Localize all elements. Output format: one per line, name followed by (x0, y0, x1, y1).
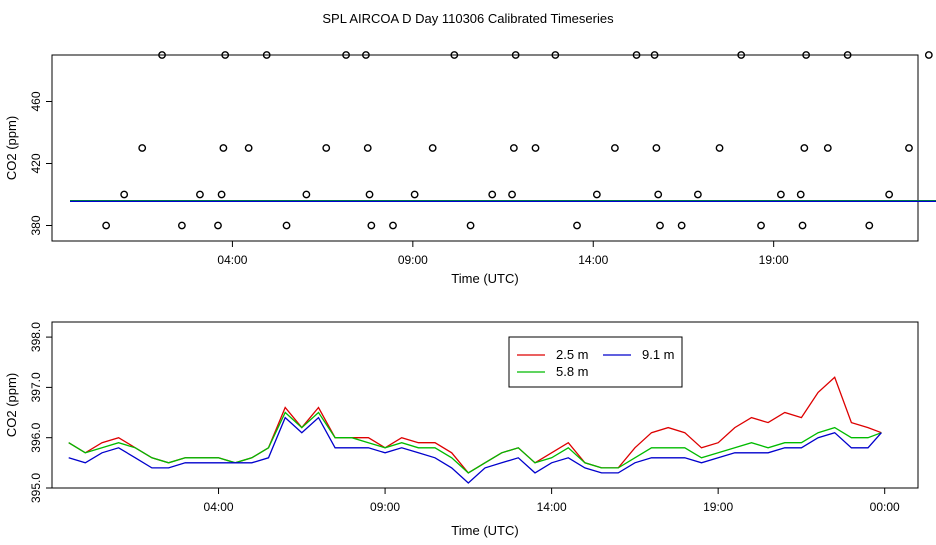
x-axis-label-top: Time (UTC) (451, 271, 518, 286)
series-line-9.1m (68, 416, 882, 484)
reference-point (508, 190, 516, 199)
reference-point (715, 144, 724, 152)
reference-point (221, 51, 230, 59)
reference-point (650, 51, 659, 59)
series-line-5.8m (68, 411, 882, 474)
reference-point (865, 221, 874, 230)
reference-point (654, 190, 663, 199)
reference-point (885, 190, 894, 199)
reference-point (302, 190, 311, 199)
panel-top: Time (UTC) CO2 (ppm) 04:00 09:00 14:00 19:0… (4, 51, 936, 286)
x-tick-label: 04:00 (204, 500, 234, 514)
reference-point (611, 144, 619, 152)
reference-point (244, 144, 253, 152)
reference-point (466, 221, 475, 230)
x-tick-label: 09:00 (370, 500, 400, 514)
y-tick-label: 380 (29, 215, 43, 235)
reference-point (652, 144, 661, 152)
y-tick-label: 395.0 (29, 473, 43, 503)
reference-point (802, 51, 811, 59)
reference-point (693, 190, 702, 199)
reference-point (511, 51, 520, 59)
reference-point (551, 51, 560, 59)
reference-point (573, 221, 581, 230)
reference-point (262, 51, 271, 59)
reference-point (656, 221, 664, 230)
reference-point (677, 221, 686, 230)
y-tick-label: 398.0 (29, 322, 43, 352)
x-tick-label: 00:00 (870, 500, 900, 514)
figure-title: SPL AIRCOA D Day 110306 Calibrated Times… (322, 11, 614, 26)
reference-point (138, 144, 147, 152)
reference-point (757, 221, 765, 230)
legend-label-2.5m: 2.5 m (556, 347, 589, 362)
legend-label-9.1m: 9.1 m (642, 347, 675, 362)
x-tick-label: 04:00 (217, 253, 247, 267)
reference-point (177, 221, 186, 230)
y-tick-label: 397.0 (29, 372, 43, 402)
reference-point (389, 221, 397, 230)
reference-point (219, 144, 228, 152)
reference-point (531, 144, 540, 152)
plot-frame-bottom (51, 321, 919, 489)
x-tick-label: 14:00 (537, 500, 567, 514)
legend: 2.5 m 5.8 m 9.1 m (508, 336, 683, 388)
reference-point (362, 51, 370, 59)
series-line-2.5m (68, 376, 882, 474)
plot-frame-top (51, 54, 919, 242)
reference-point (509, 144, 518, 152)
y-axis-label-bottom: CO2 (ppm) (4, 373, 19, 437)
reference-point (214, 221, 222, 230)
reference-point (924, 51, 933, 59)
y-axis-label-top: CO2 (ppm) (4, 116, 19, 180)
y-tick-label: 460 (29, 91, 43, 111)
reference-point (592, 190, 601, 199)
reference-point (843, 51, 852, 59)
x-axis-label-bottom: Time (UTC) (451, 523, 518, 538)
reference-point (217, 190, 226, 199)
reference-point (632, 51, 641, 59)
reference-point (410, 190, 419, 199)
reference-point (428, 144, 437, 152)
reference-point (367, 221, 376, 230)
x-tick-label: 14:00 (578, 253, 608, 267)
y-tick-label: 396.0 (29, 422, 43, 452)
reference-point (905, 144, 913, 152)
reference-point (823, 144, 832, 152)
legend-label-5.8m: 5.8 m (556, 364, 589, 379)
reference-point (450, 51, 459, 59)
reference-point (796, 190, 805, 199)
reference-point (776, 190, 785, 199)
reference-point (737, 51, 746, 59)
reference-point (158, 51, 166, 59)
x-tick-label: 19:00 (703, 500, 733, 514)
reference-point (196, 190, 204, 199)
legend-box (508, 336, 683, 388)
panel-bottom: Time (UTC) CO2 (ppm) 2.5 m 5.8 m 9.1 m 0… (4, 321, 919, 538)
x-tick-label: 19:00 (759, 253, 789, 267)
reference-point (322, 144, 331, 152)
x-tick-label: 09:00 (398, 253, 428, 267)
reference-point (102, 221, 111, 230)
reference-point (365, 190, 374, 199)
reference-point (120, 190, 129, 199)
reference-point (342, 51, 350, 59)
reference-point (798, 221, 807, 230)
reference-point (800, 144, 809, 152)
reference-point (363, 144, 372, 152)
reference-point (488, 190, 497, 199)
reference-point (282, 221, 291, 230)
y-tick-label: 420 (29, 153, 43, 173)
